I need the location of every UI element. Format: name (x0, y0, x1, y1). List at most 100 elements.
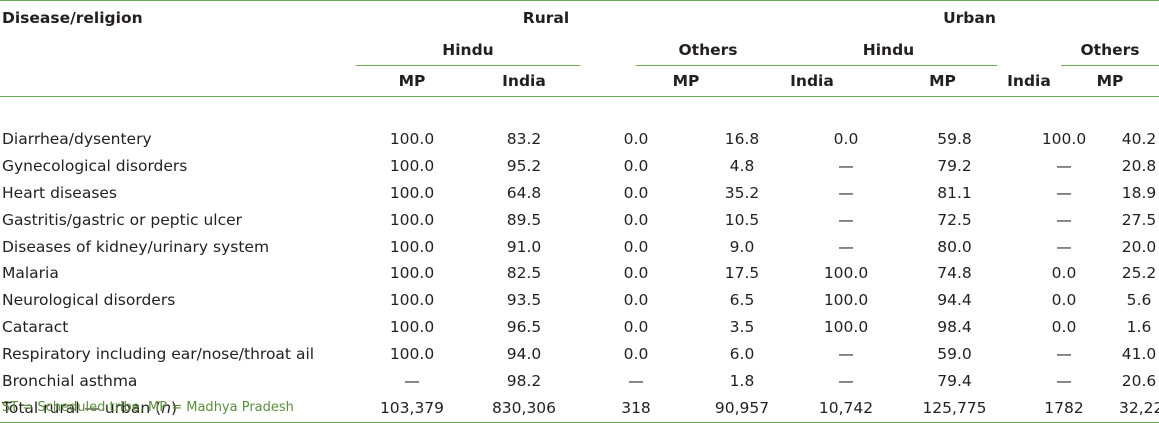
table-row: Gastritis/gastric or peptic ulcer 100.0 89… (0, 206, 1159, 233)
table-cell: 83.2 (506, 130, 542, 149)
row-label: Total rural — urban (n) (0, 393, 356, 423)
table-row: Heart diseases 100.0 64.8 0.0 35.2 — 81.1 — 18.9 (0, 180, 1159, 207)
row-label: Gastritis/gastric or peptic ulcer (2, 210, 243, 229)
row-label: Heart diseases (2, 183, 118, 202)
table-cell: 20.8 (1121, 157, 1157, 176)
table-cell: 72.5 (937, 210, 972, 229)
table-cell: 82.5 (506, 264, 542, 283)
table-row: Diarrhea/dysentery 100.0 83.2 0.0 16.8 0.0 59.… (0, 126, 1159, 153)
table-cell: 0.0 (623, 210, 649, 229)
footnote: ST = Scheduled tribe, MP = Madhya Prades… (2, 400, 294, 415)
table-cell: 90,957 (692, 393, 792, 423)
table-cell: 95.2 (506, 157, 542, 176)
column-header: MP (636, 65, 736, 97)
column-header: MP (888, 65, 997, 97)
table-cell: 93.5 (506, 291, 542, 310)
table-cell: 0.0 (623, 157, 649, 176)
table-cell: 59.8 (937, 130, 972, 149)
table-cell: 100.0 (389, 317, 435, 336)
row-label: Respiratory including ear/nose/throat ai… (2, 344, 315, 363)
table-cell: — (1056, 183, 1072, 202)
table-cell: 25.2 (1121, 264, 1157, 283)
data-table-body: Diarrhea/dysentery 100.0 83.2 0.0 16.8 0.0 59.… (0, 126, 1159, 423)
table-cell: 830,306 (468, 393, 580, 423)
table-cell: 35.2 (724, 183, 760, 202)
table-cell: 0.0 (623, 291, 649, 310)
table-cell: 100.0 (1041, 130, 1087, 149)
subgroup-header-urban-others: Others (1061, 34, 1159, 66)
table-cell: 0.0 (623, 130, 649, 149)
table-cell: 5.6 (1126, 291, 1152, 310)
table-cell: 1782 (1009, 393, 1119, 423)
table-cell: — (838, 237, 854, 256)
table-cell: 40.2 (1121, 130, 1157, 149)
table-cell: 3.5 (729, 317, 755, 336)
table-cell: 100.0 (823, 291, 869, 310)
row-label-header: Disease/religion (2, 8, 143, 27)
table-cell: 64.8 (506, 183, 542, 202)
table-cell: 91.0 (506, 237, 542, 256)
table-cell: 20.0 (1121, 237, 1157, 256)
table-row-total: Total rural — urban (n) 103,379 830,306 318… (0, 393, 1159, 423)
table-cell: 4.8 (729, 157, 755, 176)
row-label: Gynecological disorders (2, 157, 188, 176)
row-label: Diseases of kidney/urinary system (2, 237, 270, 256)
table-row: Cataract 100.0 96.5 0.0 3.5 100.0 98.4 0.0 1.6 (0, 314, 1159, 341)
subgroup-header-rural-others: Others (636, 34, 780, 66)
table-row: Respiratory including ear/nose/throat ai… (0, 340, 1159, 367)
total-label: Total rural — urban ( (2, 398, 162, 417)
table-cell: 94.0 (506, 344, 542, 363)
table-cell: — (1056, 237, 1072, 256)
table-cell: 94.4 (937, 291, 972, 310)
table-cell: 100.0 (389, 237, 435, 256)
table-cell: 98.2 (506, 371, 542, 390)
table-cell: 1.6 (1126, 317, 1152, 336)
header-row-subgroups: Hindu Others Hindu Others (0, 34, 1159, 66)
group-header-rural: Rural (522, 8, 570, 27)
table-cell: 100.0 (389, 130, 435, 149)
table-cell: 18.9 (1121, 183, 1157, 202)
table-cell: 100.0 (389, 157, 435, 176)
table-cell: 125,775 (900, 393, 1009, 423)
table-cell: 27.5 (1121, 210, 1157, 229)
total-label-n: n (161, 398, 172, 417)
column-header: India (997, 65, 1061, 97)
total-label-close: ) (171, 398, 178, 417)
table-row: Neurological disorders 100.0 93.5 0.0 6.5 100… (0, 287, 1159, 314)
table-cell: 9.0 (729, 237, 755, 256)
data-table: Disease/religion Rural Urban Hindu Other… (0, 0, 1159, 97)
table-cell: 100.0 (823, 264, 869, 283)
table-cell: 0.0 (623, 317, 649, 336)
table-cell: 0.0 (833, 130, 859, 149)
table-cell: 6.5 (729, 291, 755, 310)
table-cell: 100.0 (389, 344, 435, 363)
table-cell: — (628, 371, 644, 390)
header-row-groups: Disease/religion Rural Urban (0, 1, 1159, 34)
subgroup-header-rural-hindu: Hindu (356, 34, 580, 66)
table-row: Diseases of kidney/urinary system 100.0 91… (0, 233, 1159, 260)
table-row: Bronchial asthma — 98.2 — 1.8 — 79.4 — 20.6 (0, 367, 1159, 394)
table-cell: — (1056, 157, 1072, 176)
row-label: Malaria (2, 264, 59, 283)
row-label: Diarrhea/dysentery (2, 130, 152, 149)
table-cell: 32,226 (1119, 393, 1159, 423)
column-header: MP (1061, 65, 1159, 97)
table-cell: — (838, 157, 854, 176)
table-cell: — (838, 344, 854, 363)
table-cell: 100.0 (389, 183, 435, 202)
table-cell: 89.5 (506, 210, 542, 229)
table-cell: 1.8 (729, 371, 755, 390)
table-cell: — (1056, 210, 1072, 229)
table-cell: 0.0 (1051, 264, 1077, 283)
table-cell: 16.8 (724, 130, 760, 149)
group-header-urban: Urban (943, 8, 996, 27)
table-cell: 100.0 (389, 210, 435, 229)
table-cell: 6.0 (729, 344, 755, 363)
table-cell: 79.4 (937, 371, 972, 390)
subgroup-header-urban-hindu: Hindu (780, 34, 997, 66)
table-cell: 81.1 (937, 183, 972, 202)
table-cell: 0.0 (623, 237, 649, 256)
column-header: India (736, 65, 888, 97)
column-header: India (468, 65, 580, 97)
